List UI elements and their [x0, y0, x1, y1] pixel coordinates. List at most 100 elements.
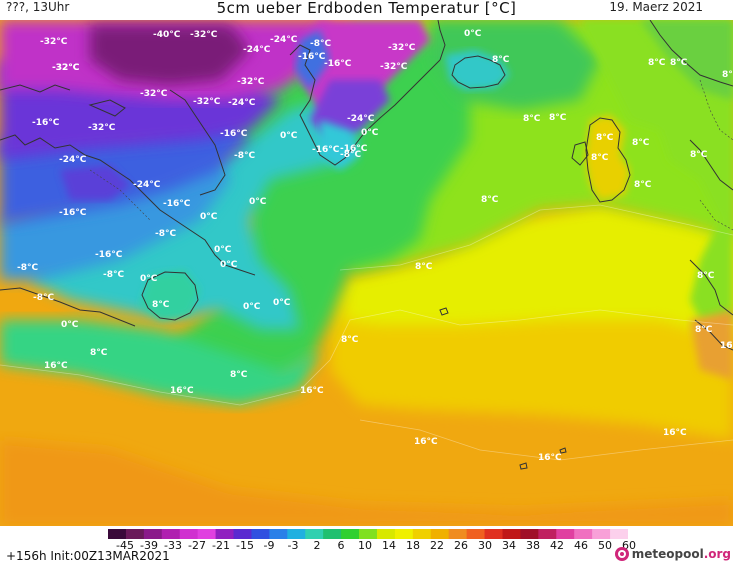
colorbar-tick-label: -3 [287, 539, 299, 552]
colorbar-tick-label: 30 [478, 539, 492, 552]
colorbar-cell [574, 529, 593, 539]
temperature-label: -8°C [33, 293, 54, 303]
colorbar-cell [538, 529, 557, 539]
temperature-label: -32°C [40, 37, 68, 47]
temperature-label: -32°C [52, 63, 80, 73]
colorbar-tick-label: -39 [140, 539, 158, 552]
colorbar-cell [556, 529, 575, 539]
temperature-label: 16°C [538, 453, 562, 463]
temperature-label: -24°C [228, 98, 256, 108]
colorbar-tick-label: 26 [454, 539, 468, 552]
temperature-label: -32°C [388, 43, 416, 53]
temperature-label: 0°C [220, 260, 238, 270]
colorbar-ticks: -45 -39 -33 -27 -21 -15 -9 -3 2 6 10 14 18 22 26 30 34 38… [0, 539, 733, 553]
temperature-label: 8°C [492, 55, 510, 65]
colorbar-cell [359, 529, 378, 539]
temperature-label: 0°C [361, 128, 379, 138]
temperature-map: -32°C-40°C -32°C-32°C-24°C-16°C-8°C-32°C-… [0, 20, 733, 526]
colorbar-tick-label: -27 [188, 539, 206, 552]
colorbar-tick-label: -45 [116, 539, 134, 552]
colorbar-cell [287, 529, 306, 539]
colorbar-tick-label: -9 [263, 539, 275, 552]
temperature-label: -40°C [153, 30, 181, 40]
temperature-label: 8°C [690, 150, 708, 160]
temperature-label: -8°C [103, 270, 124, 280]
map-title: 5cm ueber Erdboden Temperatur [°C] [216, 0, 517, 17]
colorbar-cell [161, 529, 181, 539]
temperature-label: -32°C [237, 77, 265, 87]
colorbar-cell [215, 529, 235, 539]
temperature-label: 8°C [591, 153, 609, 163]
temperature-label: 8°C [152, 300, 170, 310]
temperature-label: -16°C [324, 59, 352, 69]
map-header: ???, 13Uhr 5cm ueber Erdboden Temperatur… [0, 0, 733, 20]
temperature-label: 8°C [481, 195, 499, 205]
isotherms [0, 204, 733, 461]
colorbar-tick-label: 46 [574, 539, 588, 552]
colorbar-cell [412, 529, 432, 539]
temperature-label: -16°C [298, 52, 326, 62]
temperature-label: 0°C [140, 274, 158, 284]
temperature-label: -32°C [380, 62, 408, 72]
colorbar-tick-label: 50 [598, 539, 612, 552]
temperature-label: 16°C [414, 437, 438, 447]
temperature-label: -16°C [340, 144, 368, 154]
colorbar-cell [430, 529, 450, 539]
colorbar-tick-label: 6 [337, 539, 345, 552]
temperature-label: 8°C [549, 113, 567, 123]
colorbar-cell [251, 529, 270, 539]
logo-tld: .org [703, 547, 731, 561]
colorbar [108, 529, 628, 539]
colorbar-cell [108, 529, 127, 539]
temperature-label: 8°C [230, 370, 248, 380]
temperature-label: -24°C [270, 35, 298, 45]
colorbar-tick-label: 2 [313, 539, 321, 552]
temperature-label: 16°C [44, 361, 68, 371]
temperature-label: 8°C [90, 348, 108, 358]
colorbar-cell [466, 529, 486, 539]
temperature-label: -32°C [193, 97, 221, 107]
temperature-label: 8°C [670, 58, 688, 68]
borders [89, 79, 733, 231]
colorbar-cell [341, 529, 360, 539]
temperature-label: 8°C [722, 70, 733, 80]
temperature-label: -16°C [95, 250, 123, 260]
temperature-label: -8°C [310, 39, 331, 49]
temperature-label: -24°C [133, 180, 161, 190]
temperature-label: 8°C [697, 271, 715, 281]
meteopool-logo[interactable]: meteopool.org [614, 546, 731, 562]
colorbar-cell [143, 529, 163, 539]
colorbar-tick-label: -15 [236, 539, 254, 552]
temperature-label: -32°C [52, 63, 80, 73]
colorbar-tick-label: 18 [406, 539, 420, 552]
colorbar-cell [610, 529, 628, 539]
temperature-label: 0°C [243, 302, 261, 312]
temperature-label: 8°C [632, 138, 650, 148]
colorbar-cell [376, 529, 396, 539]
colorbar-cell [394, 529, 414, 539]
colorbar-tick-label: 14 [382, 539, 396, 552]
temperature-label: -16°C [59, 208, 87, 218]
colorbar-cell [502, 529, 522, 539]
meteopool-logo-icon [614, 547, 629, 561]
colorbar-tick-label: -21 [212, 539, 230, 552]
temperature-label: -32°C [88, 123, 116, 133]
colorbar-tick-label: 22 [430, 539, 444, 552]
colorbar-cell [125, 529, 145, 539]
colorbar-tick-label: -33 [164, 539, 182, 552]
temperature-label: 0°C [280, 131, 298, 141]
temperature-label: 8°C [695, 325, 713, 335]
temperature-label: -16°C [312, 145, 340, 155]
temperature-label: 0°C [200, 212, 218, 222]
temperature-label: 0°C [464, 29, 482, 39]
colorbar-cell [197, 529, 217, 539]
temperature-label: -8°C [17, 263, 38, 273]
temperature-label: 8°C [415, 262, 433, 272]
colorbar-cell [520, 529, 539, 539]
colorbar-tick-label: 38 [526, 539, 540, 552]
temperature-label: 16°C [720, 341, 733, 351]
temperature-label: 0°C [273, 298, 291, 308]
colorbar-cell [233, 529, 253, 539]
location-label: ???, 13Uhr [6, 0, 70, 14]
temperature-label: -8°C [155, 229, 176, 239]
